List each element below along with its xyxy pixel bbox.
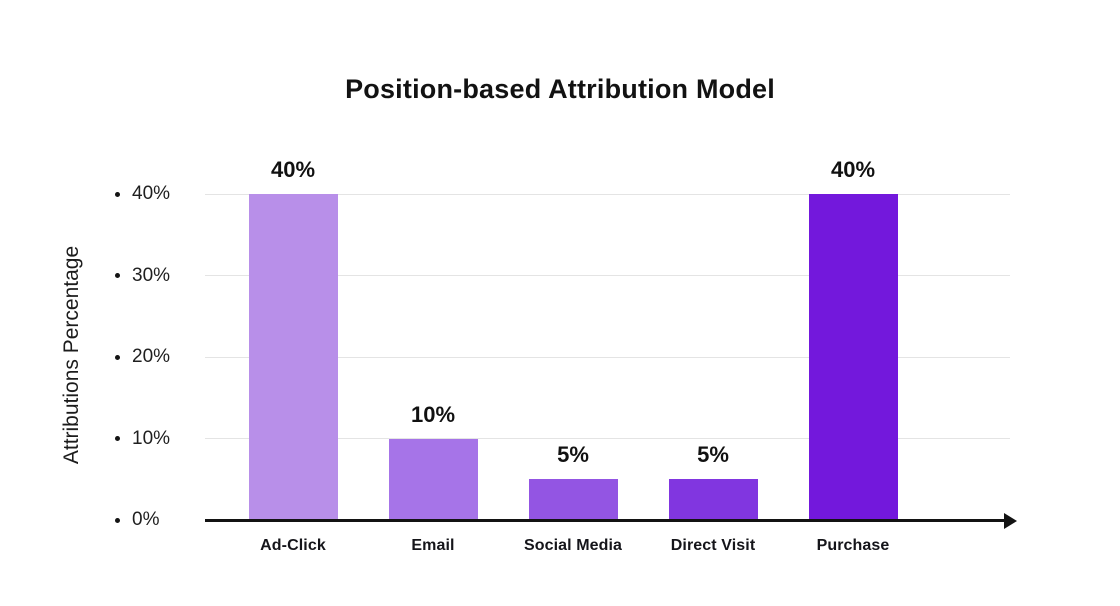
bar-purchase <box>808 194 898 520</box>
y-tick-label: 30% <box>132 264 171 286</box>
y-axis-title: Attributions Percentage <box>60 245 83 465</box>
bar-direct-visit <box>668 479 758 520</box>
y-tick-20%: 20% <box>115 346 170 368</box>
x-axis-arrow-icon <box>1004 512 1017 529</box>
x-category-label: Purchase <box>816 537 890 554</box>
x-category-label: Ad-Click <box>260 537 326 554</box>
bar-value-label: 10% <box>410 401 456 427</box>
chart-title: Position-based Attribution Model <box>345 74 775 104</box>
tick-bullet-icon <box>115 191 120 197</box>
x-category-label: Direct Visit <box>670 537 756 554</box>
bar-value-label: 5% <box>557 442 589 468</box>
y-tick-label: 0% <box>132 509 160 530</box>
bar-ad-click <box>248 194 338 520</box>
gridline-30% <box>205 275 1010 276</box>
bar-value-label: 40% <box>830 157 876 182</box>
x-axis-line <box>205 519 1006 522</box>
gridline-40% <box>205 193 1010 195</box>
tick-bullet-icon <box>115 436 120 441</box>
y-tick-10%: 10% <box>115 428 170 450</box>
bar-email <box>388 438 478 520</box>
bar-value-label: 5% <box>697 442 729 468</box>
bar-value-label: 40% <box>270 157 316 182</box>
tick-bullet-icon <box>115 273 120 278</box>
tick-bullet-icon <box>115 517 120 523</box>
x-category-label: Email <box>411 537 455 554</box>
y-tick-30%: 30% <box>115 265 170 287</box>
bar-social-media <box>528 479 618 520</box>
gridline-10% <box>205 438 1010 439</box>
y-tick-label: 10% <box>132 427 171 449</box>
gridline-20% <box>205 356 1010 358</box>
y-tick-label: 40% <box>132 183 171 204</box>
tick-bullet-icon <box>115 354 120 360</box>
x-category-label: Social Media <box>523 537 623 554</box>
y-tick-40%: 40% <box>115 183 170 205</box>
y-tick-label: 20% <box>132 346 171 367</box>
y-tick-0%: 0% <box>115 509 159 531</box>
